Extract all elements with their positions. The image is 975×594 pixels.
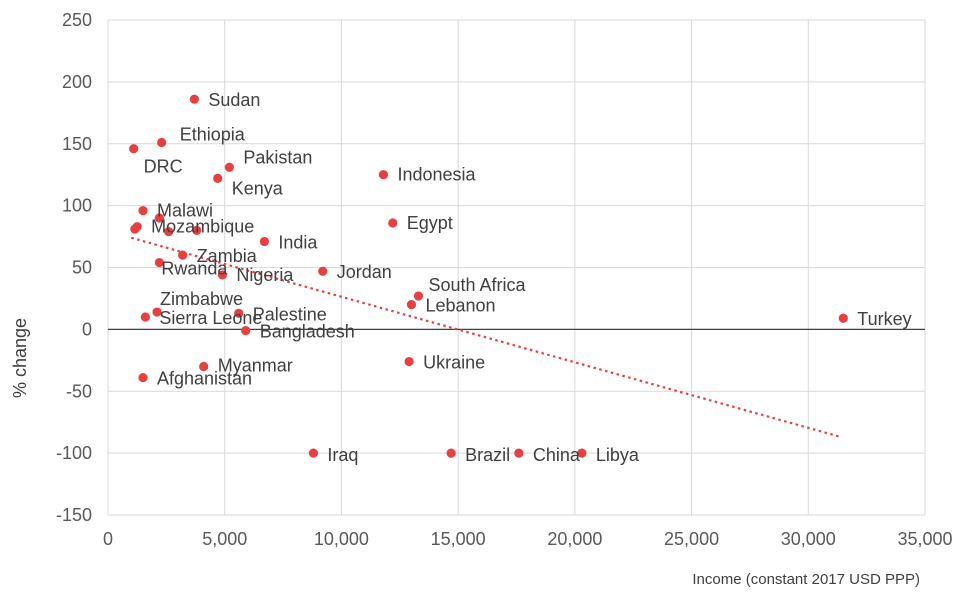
y-tick-label: 50 (72, 258, 92, 278)
point-india (259, 236, 269, 247)
point-iraq (308, 448, 319, 458)
label-jordan: Jordan (337, 262, 392, 282)
point-rwanda (154, 257, 164, 268)
point-labels: Sudan Ethiopia DRC Pakistan Kenya Indonesia Ma… (144, 90, 912, 465)
label-palestine: Palestine (253, 304, 327, 324)
label-lebanon: Lebanon (425, 296, 495, 316)
y-tick-label: -150 (56, 505, 92, 525)
label-malawi: Malawi (157, 201, 213, 221)
y-tick-labels: 250 200 150 100 50 0 -50 -100 -150 (56, 10, 92, 525)
label-zambia: Zambia (197, 246, 258, 266)
x-tick-label: 10,000 (314, 529, 369, 549)
trendline (131, 236, 842, 439)
x-tick-label: 20,000 (547, 529, 602, 549)
x-tick-label: 0 (103, 529, 113, 549)
label-nigeria: Nigeria (236, 265, 294, 285)
point-myanmar (199, 361, 209, 372)
label-turkey: Turkey (857, 309, 911, 329)
label-mozambique: Mozambique (151, 217, 254, 237)
point-indonesia (378, 170, 389, 180)
y-tick-label: 200 (62, 72, 92, 92)
point-zambia (178, 250, 188, 260)
label-iraq: Iraq (327, 445, 358, 465)
label-sudan: Sudan (208, 90, 260, 110)
label-china: China (533, 445, 581, 465)
y-tick-label: -100 (56, 443, 92, 463)
label-rwanda: Rwanda (161, 259, 228, 279)
label-india: India (278, 233, 318, 253)
label-ethiopia: Ethiopia (180, 125, 246, 145)
label-kenya: Kenya (232, 178, 284, 198)
point-kenya (213, 173, 223, 183)
label-myanmar: Myanmar (218, 356, 293, 376)
point-sudan (189, 94, 199, 104)
y-tick-label: 150 (62, 134, 92, 154)
point-ukraine (404, 356, 414, 367)
y-tick-label: -50 (66, 381, 92, 401)
point-malawi (138, 205, 148, 216)
point-palestine (234, 308, 244, 318)
label-pakistan: Pakistan (243, 147, 312, 167)
x-tick-label: 30,000 (781, 529, 836, 549)
point-china (514, 448, 524, 458)
data-points (129, 94, 848, 458)
point-drc (129, 144, 139, 154)
label-afghanistan: Afghanistan (157, 369, 252, 389)
label-ukraine: Ukraine (423, 353, 485, 373)
label-drc: DRC (144, 157, 183, 177)
y-tick-label: 0 (82, 319, 92, 339)
point-ethiopia (157, 137, 167, 148)
label-sierra-leone: Sierra Leone (159, 308, 262, 328)
point-sierra-leone (140, 312, 150, 322)
point-south-africa (413, 291, 424, 301)
data-point (154, 213, 164, 223)
point-brazil (446, 448, 456, 458)
point-turkey (838, 313, 848, 323)
point-zimbabwe (152, 307, 162, 317)
x-axis-title: Income (constant 2017 USD PPP) (692, 571, 920, 588)
point-egypt (388, 218, 398, 228)
label-south-africa: South Africa (428, 275, 526, 295)
label-brazil: Brazil (465, 445, 510, 465)
x-tick-label: 25,000 (664, 529, 719, 549)
y-tick-label: 100 (62, 196, 92, 216)
data-point (164, 227, 174, 237)
label-libya: Libya (596, 445, 640, 465)
x-tick-label: 5,000 (202, 529, 247, 549)
label-zimbabwe: Zimbabwe (160, 289, 243, 309)
point-bangladesh (241, 326, 251, 336)
x-tick-label: 35,000 (897, 529, 952, 549)
point-libya (577, 448, 587, 458)
y-axis-title: % change (10, 318, 30, 398)
point-jordan (318, 266, 328, 276)
x-tick-label: 15,000 (431, 529, 486, 549)
label-indonesia: Indonesia (397, 165, 476, 185)
point-nigeria (217, 270, 227, 280)
point-afghanistan (138, 373, 148, 383)
gridlines (107, 19, 926, 516)
label-egypt: Egypt (407, 213, 453, 233)
data-point (130, 224, 140, 234)
y-tick-label: 250 (62, 10, 92, 30)
point-pakistan (224, 162, 234, 172)
data-point (192, 225, 202, 235)
label-bangladesh: Bangladesh (260, 322, 355, 342)
x-tick-labels: 0 5,000 10,000 15,000 20,000 25,000 30,000 35,0… (103, 529, 953, 549)
point-lebanon (406, 300, 417, 310)
